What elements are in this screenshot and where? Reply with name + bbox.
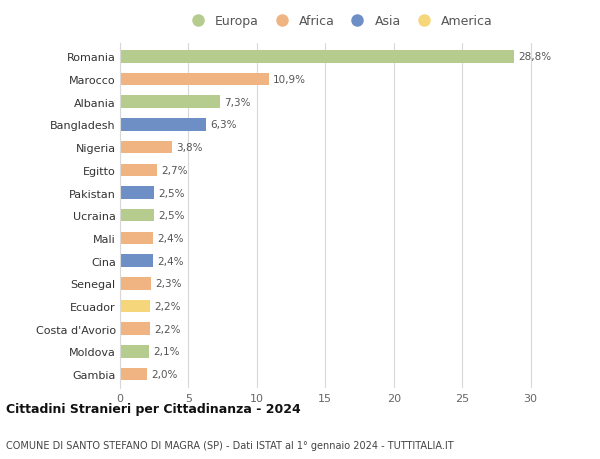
Text: 6,3%: 6,3% — [211, 120, 237, 130]
Text: 28,8%: 28,8% — [518, 52, 551, 62]
Legend: Europa, Africa, Asia, America: Europa, Africa, Asia, America — [182, 12, 496, 30]
Text: 10,9%: 10,9% — [274, 75, 307, 85]
Bar — [120, 73, 269, 86]
Text: 2,0%: 2,0% — [151, 369, 178, 379]
Bar — [120, 51, 514, 63]
Text: 2,4%: 2,4% — [157, 233, 184, 243]
Bar — [120, 368, 148, 381]
Text: 2,7%: 2,7% — [161, 165, 188, 175]
Text: 2,2%: 2,2% — [154, 301, 181, 311]
Text: 2,3%: 2,3% — [155, 279, 182, 289]
Text: 2,1%: 2,1% — [153, 347, 179, 357]
Text: Cittadini Stranieri per Cittadinanza - 2024: Cittadini Stranieri per Cittadinanza - 2… — [6, 403, 301, 415]
Text: 2,2%: 2,2% — [154, 324, 181, 334]
Bar — [120, 187, 154, 199]
Bar — [120, 345, 149, 358]
Bar — [120, 255, 153, 267]
Text: 2,5%: 2,5% — [158, 188, 185, 198]
Text: 2,4%: 2,4% — [157, 256, 184, 266]
Bar — [120, 232, 153, 245]
Bar — [120, 300, 150, 313]
Text: 2,5%: 2,5% — [158, 211, 185, 221]
Bar — [120, 96, 220, 109]
Text: COMUNE DI SANTO STEFANO DI MAGRA (SP) - Dati ISTAT al 1° gennaio 2024 - TUTTITAL: COMUNE DI SANTO STEFANO DI MAGRA (SP) - … — [6, 440, 454, 450]
Bar — [120, 119, 206, 131]
Bar — [120, 323, 150, 335]
Bar — [120, 277, 151, 290]
Bar — [120, 209, 154, 222]
Text: 7,3%: 7,3% — [224, 97, 251, 107]
Text: 3,8%: 3,8% — [176, 143, 203, 153]
Bar — [120, 164, 157, 177]
Bar — [120, 141, 172, 154]
